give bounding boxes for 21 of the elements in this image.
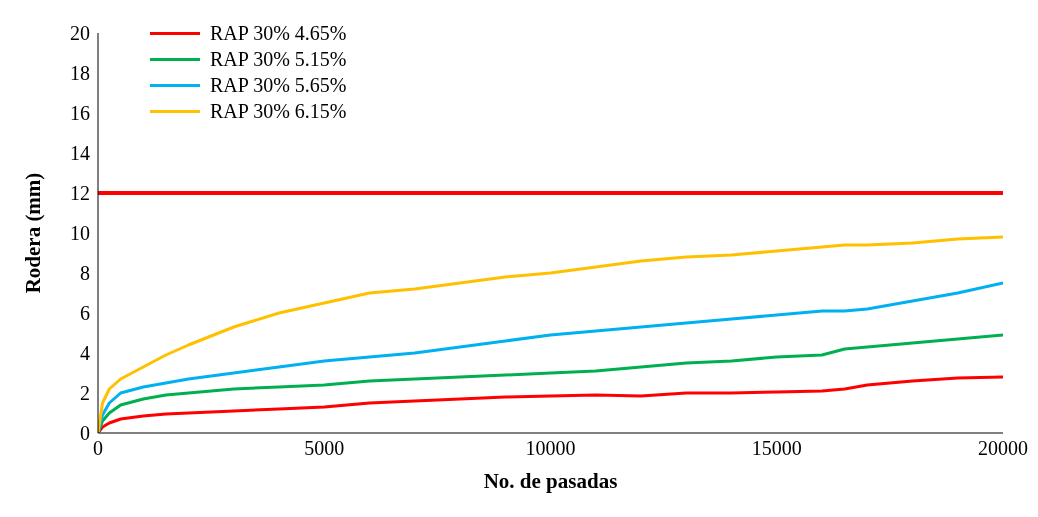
y-tick-label: 6 — [80, 302, 90, 325]
y-tick-label: 4 — [80, 342, 90, 365]
legend-label: RAP 30% 4.65% — [210, 21, 347, 46]
y-tick-label: 10 — [70, 222, 90, 245]
x-tick-label: 15000 — [751, 437, 802, 460]
y-tick-label: 14 — [70, 142, 90, 165]
y-tick-label: 0 — [80, 422, 90, 445]
x-axis-title: No. de pasadas — [483, 469, 618, 493]
y-tick-label: 12 — [70, 182, 90, 205]
x-tick-label: 5000 — [304, 437, 345, 460]
x-tick-label: 10000 — [525, 437, 576, 460]
y-tick-label: 8 — [80, 262, 90, 285]
x-tick-label: 20000 — [978, 437, 1028, 460]
legend-label: RAP 30% 6.15% — [210, 99, 347, 124]
y-tick-label: 16 — [70, 102, 90, 125]
y-tick-label: 18 — [70, 62, 90, 85]
y-tick-label: 20 — [70, 22, 90, 45]
legend-label: RAP 30% 5.65% — [210, 73, 347, 98]
legend-label: RAP 30% 5.15% — [210, 47, 347, 72]
y-tick-label: 2 — [80, 382, 90, 405]
y-axis-title: Rodera (mm) — [21, 172, 46, 294]
